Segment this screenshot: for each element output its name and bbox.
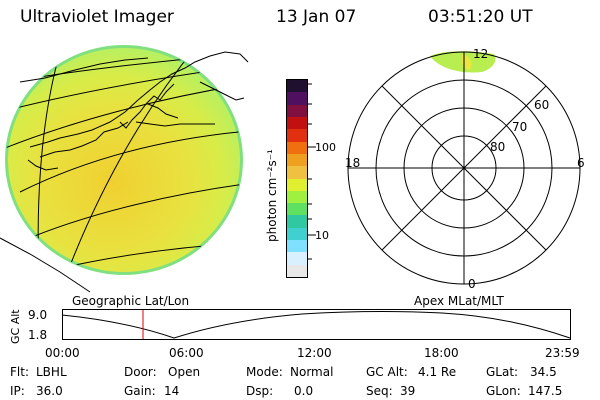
ip-value: 36.0: [36, 384, 63, 398]
colorbar-segment: [287, 240, 307, 253]
ip-label: IP:: [10, 384, 25, 398]
glon-label: GLon:: [486, 384, 521, 398]
colorbar-segment: [287, 166, 307, 179]
time-tick-0600: 06:00: [169, 346, 204, 360]
filter-label: Flt:: [10, 365, 29, 379]
glat-value: 34.5: [530, 365, 557, 379]
mlt-label-18: 18: [345, 156, 361, 170]
colorbar-segment: [287, 129, 307, 142]
colorbar-segment: [287, 227, 307, 241]
colorbar-segment: [287, 141, 307, 154]
time-tick-0000: 00:00: [45, 346, 80, 360]
colorbar-segment: [287, 153, 307, 167]
altitude-tick-max: 9.0: [28, 308, 48, 322]
altitude-tick-min: 1.8: [28, 328, 48, 342]
glat-label: GLat:: [486, 365, 519, 379]
colorbar-segment: [287, 92, 307, 105]
mlt-diagonal-b: [381, 85, 547, 251]
door-label: Door:: [124, 365, 157, 379]
mlt-label-0: 0: [468, 277, 476, 291]
colorbar-segment: [287, 104, 307, 117]
color-scale-bar: [286, 79, 308, 278]
colorbar-segment: [287, 80, 307, 93]
earth-disk-image: [0, 45, 249, 293]
altitude-strip-plot: [61, 309, 571, 340]
altitude-curve: [61, 311, 571, 339]
colorbar-segment: [287, 215, 307, 228]
colorbar-segment: [287, 178, 307, 191]
gc-alt-label: GC Alt:: [366, 365, 408, 379]
time-tick-2359: 23:59: [545, 346, 580, 360]
mlt-label-6: 6: [577, 156, 585, 170]
time-tick-1800: 18:00: [424, 346, 459, 360]
instrument-title: Ultraviolet Imager: [20, 7, 174, 27]
seq-value: 39: [400, 384, 416, 398]
colorbar-tick-10: 10: [315, 229, 329, 242]
colorbar-ticks: [307, 83, 316, 260]
mode-label: Mode:: [246, 365, 283, 379]
glon-value: 147.5: [528, 384, 563, 398]
gain-label: Gain:: [124, 384, 156, 398]
filter-value: LBHL: [36, 365, 67, 379]
apex-coords-label: Apex MLat/MLT: [414, 294, 504, 308]
colorbar-segment: [287, 264, 307, 277]
colorbar-segment: [287, 190, 307, 204]
image-time: 03:51:20 UT: [428, 7, 533, 27]
mlt-label-12: 12: [473, 47, 489, 61]
gc-alt-value: 4.1 Re: [418, 365, 457, 379]
colorbar-segment: [287, 252, 307, 265]
dsp-value: 0.0: [294, 384, 314, 398]
colorbar-segment: [287, 203, 307, 216]
image-date: 13 Jan 07: [276, 7, 357, 27]
colorbar-unit-label: photon cm⁻²s⁻¹: [265, 149, 279, 242]
polar-mlat-mlt-plot: [347, 51, 581, 285]
mlat-label-80: 80: [490, 140, 506, 154]
geo-coords-label: Geographic Lat/Lon: [72, 294, 190, 308]
altitude-plot-frame: [62, 309, 571, 340]
coastline-map: [0, 51, 249, 293]
disk-emission: [8, 48, 240, 272]
mlat-label-60: 60: [534, 98, 550, 112]
dsp-label: Dsp:: [246, 384, 274, 398]
gain-value: 14: [164, 384, 180, 398]
mlat-label-70: 70: [512, 120, 528, 134]
time-tick-1200: 12:00: [297, 346, 332, 360]
colorbar-segment: [287, 116, 307, 130]
mode-value: Normal: [290, 365, 334, 379]
seq-label: Seq:: [366, 384, 393, 398]
door-value: Open: [168, 365, 201, 379]
altitude-axis-title: GC Alt: [9, 309, 22, 344]
colorbar-tick-100: 100: [315, 141, 336, 154]
